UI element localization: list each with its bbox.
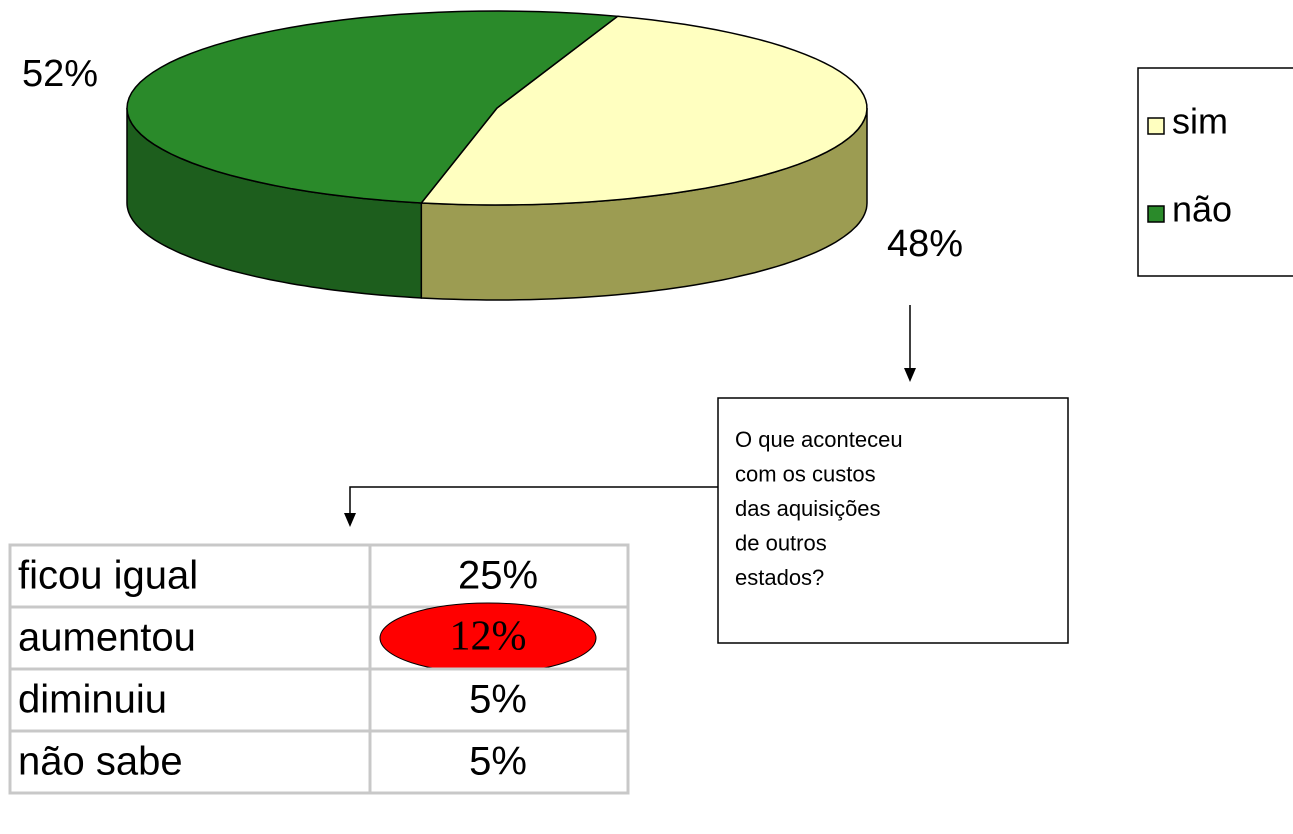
table-label: diminuiu	[18, 678, 167, 722]
legend-box	[1137, 67, 1293, 277]
value-label: 52%	[22, 53, 98, 95]
legend-label: sim	[1172, 101, 1228, 142]
arrow	[349, 486, 718, 515]
callout-text: O que aconteceu	[735, 427, 903, 452]
pie-slice	[126, 10, 620, 204]
table-value: 5%	[469, 678, 527, 722]
callout-text: estados?	[735, 565, 824, 590]
legend-swatch	[1147, 117, 1165, 135]
table-value: 5%	[469, 740, 527, 784]
value-label: 48%	[887, 223, 963, 265]
table-value: 25%	[458, 554, 538, 598]
legend-label: não	[1172, 189, 1232, 230]
legend-swatch	[1147, 205, 1165, 223]
callout-text: das aquisições	[735, 496, 881, 521]
callout-text: de outros	[735, 530, 827, 555]
pie-slice	[419, 15, 868, 206]
arrow-head	[904, 368, 916, 382]
table-label: aumentou	[18, 616, 196, 660]
table-cell	[368, 729, 630, 795]
table-label: não sabe	[18, 740, 183, 784]
table-value: 12%	[450, 614, 527, 660]
table-cell	[368, 667, 630, 733]
callout-text: com os custos	[735, 461, 876, 486]
table-cell	[368, 543, 630, 609]
callout-box	[717, 397, 1069, 644]
table-cell	[8, 729, 372, 795]
arrow-head	[344, 513, 356, 527]
table-label: ficou igual	[18, 554, 198, 598]
